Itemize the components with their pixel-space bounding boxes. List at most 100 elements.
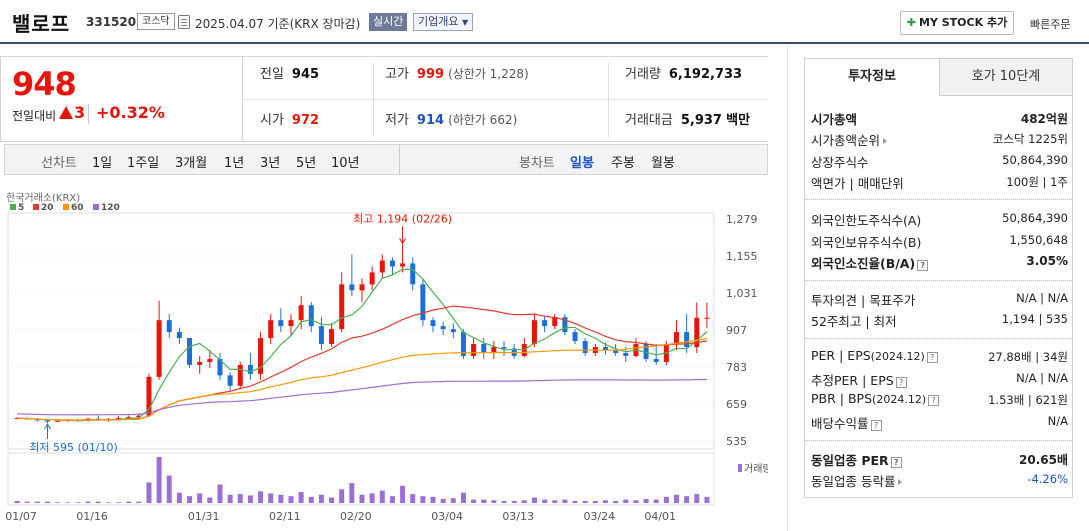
period-3m[interactable]: 3개월 xyxy=(175,156,208,171)
quick-order-link[interactable]: 빠른주문 xyxy=(1030,18,1071,31)
help-icon[interactable]: ? xyxy=(928,395,940,406)
help-icon[interactable]: ? xyxy=(890,457,902,468)
est-per-text: 추정PER xyxy=(811,373,859,388)
candle-body xyxy=(247,364,253,374)
y-tick-label: 659 xyxy=(726,398,747,411)
volume-bar xyxy=(491,500,497,503)
add-mystock-button[interactable]: ✚ MY STOCK 추가 xyxy=(900,11,1014,35)
price-change: 3 xyxy=(59,103,85,122)
row-sector-rate[interactable]: 동일업종 등락률 -4.26% xyxy=(811,469,1068,490)
volume-bar xyxy=(369,493,375,503)
volume-bar xyxy=(663,496,669,503)
y-tick-label: 1,279 xyxy=(726,213,758,226)
company-info-dropdown[interactable]: 기업개요 ▼ xyxy=(413,13,474,31)
row-dividend: 배당수익률? N/A xyxy=(811,411,1068,432)
candle-body xyxy=(176,332,182,339)
realtime-button[interactable]: 실시간 xyxy=(369,13,408,31)
volume-bar xyxy=(217,484,223,503)
tab-orderbook[interactable]: 호가 10단계 xyxy=(939,59,1072,96)
help-icon[interactable]: ? xyxy=(926,352,938,363)
row-market-cap: 시가총액 482억원 xyxy=(811,107,1068,128)
volume-bar xyxy=(684,496,690,503)
row-opinion: 투자의견 | 목표주가 N/A | N/A xyxy=(811,288,1068,309)
stat-high: 고가 999 (상한가 1,228) xyxy=(385,63,529,82)
par-label: 액면가 | 매매단위 xyxy=(811,176,904,191)
x-tick-label: 02/20 xyxy=(340,510,372,523)
volume-bar xyxy=(288,496,294,503)
opinion-amount: N/A xyxy=(1016,291,1037,305)
candle-body xyxy=(572,332,578,342)
per-value: 27.88배 | 34원 xyxy=(988,350,1068,364)
arrow-right-icon xyxy=(883,138,888,144)
tab-invest-info[interactable]: 투자정보 xyxy=(805,59,939,96)
row-market-cap-rank[interactable]: 시가총액순위 코스닥 1225위 xyxy=(811,128,1068,149)
candle-body xyxy=(55,420,61,422)
est-per-label: 추정PER | EPS? xyxy=(811,370,907,389)
volume-bar xyxy=(187,496,193,503)
candle-body xyxy=(460,332,466,356)
min-arrow-head xyxy=(44,423,51,430)
ma5-line xyxy=(17,268,708,422)
foreign-ratio-text: 외국인소진율(B/A) xyxy=(811,256,916,271)
period-1w[interactable]: 1주일 xyxy=(127,156,160,171)
row-foreign-ratio: 외국인소진율(B/A)? 3.05% xyxy=(811,251,1068,272)
help-icon[interactable]: ? xyxy=(870,420,882,431)
volume-bar xyxy=(521,500,527,503)
candle-monthly[interactable]: 월봉 xyxy=(651,156,675,171)
volume-bar xyxy=(146,482,152,503)
price-plot-frame xyxy=(7,212,715,450)
pbr-amount: 1.53배 xyxy=(988,393,1025,407)
candle-body xyxy=(146,376,152,416)
period-3y[interactable]: 3년 xyxy=(260,156,281,171)
help-icon[interactable]: ? xyxy=(895,377,907,388)
par-amount: 100원 xyxy=(1006,175,1039,189)
candle-weekly[interactable]: 주봉 xyxy=(611,156,635,171)
volume-bar xyxy=(176,492,182,503)
candle-daily[interactable]: 일봉 xyxy=(570,156,594,171)
period-5y[interactable]: 5년 xyxy=(296,156,317,171)
volume-bar xyxy=(420,496,426,503)
price-change-value: 3 xyxy=(74,103,86,122)
help-icon[interactable]: ? xyxy=(917,260,929,271)
up-arrow-icon xyxy=(59,106,73,119)
volume-bar xyxy=(258,491,264,503)
candle-body xyxy=(491,347,497,353)
market-cap-value: 482억원 xyxy=(1020,112,1068,126)
volume-bar xyxy=(278,494,284,503)
period-1y[interactable]: 1년 xyxy=(224,156,245,171)
x-tick-label: 01/31 xyxy=(188,510,220,523)
period-10y[interactable]: 10년 xyxy=(331,156,360,171)
candle-body xyxy=(704,317,710,319)
stock-chart: 한국거래소(KRX) 5 20 60 120 1,279 1,155 1,031 907 783 6… xyxy=(4,185,768,531)
candle-body xyxy=(653,358,659,362)
legend-label-5: 5 xyxy=(18,203,24,213)
trade-unit-text: 매매단위 xyxy=(857,176,904,191)
row-52week: 52주최고 | 최저 1,194 | 535 xyxy=(811,309,1068,330)
volume-bar xyxy=(653,499,659,503)
week52-high-amount: 1,194 xyxy=(1001,312,1035,326)
volume-bar xyxy=(704,496,710,503)
divider xyxy=(805,338,1072,339)
row-per: PER | EPS(2024.12)? 27.88배 | 34원 xyxy=(811,346,1068,367)
pbr-text: PBR xyxy=(811,391,836,406)
pbr-value: 1.53배 | 621원 xyxy=(988,393,1068,407)
volume-bar xyxy=(349,483,355,503)
eps-text: EPS xyxy=(847,348,871,363)
volume-bar xyxy=(430,496,436,503)
opinion-label: 투자의견 | 목표주가 xyxy=(811,293,916,308)
volume-value: 6,192,733 xyxy=(668,67,743,82)
volume-bar xyxy=(227,494,233,503)
pbr-year: (2024.12) xyxy=(872,393,927,406)
x-tick-label: 03/13 xyxy=(502,510,534,523)
invest-tabs: 투자정보 호가 10단계 xyxy=(805,59,1072,96)
divider xyxy=(805,440,1072,441)
market-cap-rank-text: 시가총액순위 xyxy=(811,133,881,148)
period-1d[interactable]: 1일 xyxy=(92,156,113,171)
candle-body xyxy=(440,326,446,330)
volume-bar xyxy=(237,494,243,503)
market-cap-rank-label: 시가총액순위 xyxy=(811,130,888,149)
pbr-label: PBR | BPS(2024.12)? xyxy=(811,391,940,406)
prev-value: 945 xyxy=(291,67,320,82)
volume-bar xyxy=(643,498,649,503)
volume-bar xyxy=(116,502,122,503)
